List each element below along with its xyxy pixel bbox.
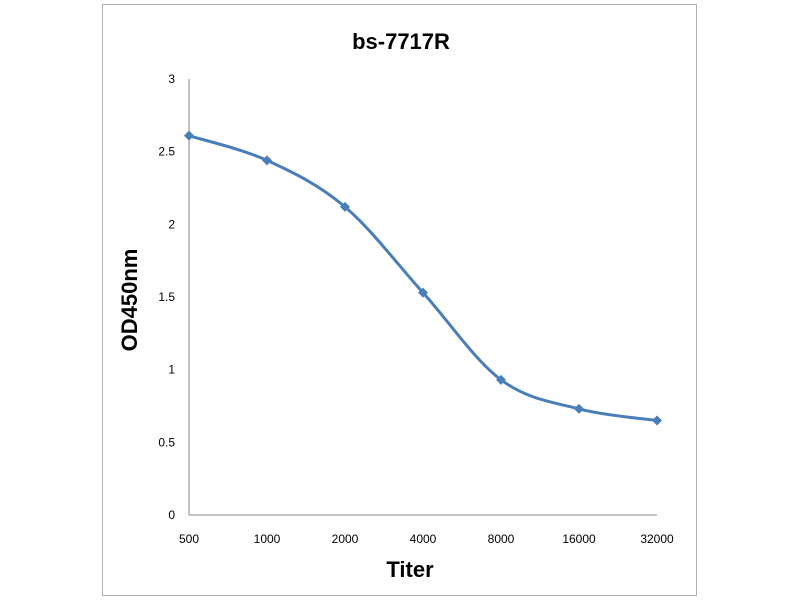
data-point-marker (262, 155, 272, 166)
y-tick-label: 2.5 (158, 145, 175, 159)
y-tick-label: 0.5 (158, 435, 175, 449)
y-tick-label: 1.5 (158, 290, 175, 304)
data-point-marker (184, 130, 194, 141)
y-tick-label: 2 (168, 217, 175, 231)
y-tick-label: 1 (168, 363, 175, 377)
y-axis-title: OD450nm (117, 249, 142, 352)
y-tick-labels: 0 0.5 1 1.5 2 2.5 3 (158, 72, 175, 522)
x-tick-label: 500 (179, 532, 199, 546)
data-point-marker (496, 374, 506, 385)
x-tick-label: 32000 (640, 532, 674, 546)
x-tick-label: 8000 (488, 532, 515, 546)
x-axis-title: Titer (386, 557, 434, 582)
y-tick-label: 3 (168, 72, 175, 86)
data-point-marker (340, 201, 350, 212)
x-tick-label: 16000 (562, 532, 596, 546)
series-line (187, 134, 659, 423)
data-point-marker (652, 415, 662, 426)
chart-title: bs-7717R (352, 29, 450, 54)
x-tick-label: 2000 (332, 532, 359, 546)
x-tick-label: 4000 (410, 532, 437, 546)
y-tick-label: 0 (168, 508, 175, 522)
data-point-marker (418, 287, 428, 298)
x-tick-label: 1000 (254, 532, 281, 546)
data-markers (184, 130, 662, 426)
chart-svg: bs-7717R 0 0.5 1 1.5 2 2.5 3 500 1000 2000 4000 80… (117, 29, 674, 582)
chart-frame: bs-7717R 0 0.5 1 1.5 2 2.5 3 500 1000 2000 4000 80… (102, 4, 697, 596)
x-tick-labels: 500 1000 2000 4000 8000 16000 32000 (179, 532, 674, 546)
data-point-marker (574, 403, 584, 414)
